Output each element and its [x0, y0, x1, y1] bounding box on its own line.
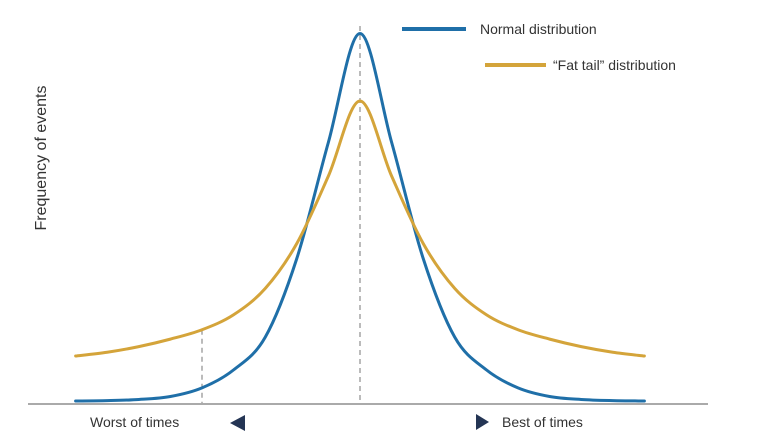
y-axis-label: Frequency of events — [33, 86, 50, 231]
right-arrow-icon — [476, 414, 489, 430]
legend-label-normal: Normal distribution — [480, 21, 597, 37]
legend: Normal distribution “Fat tail” distribut… — [402, 21, 676, 73]
left-arrow-icon — [230, 415, 245, 431]
legend-label-fat-tail: “Fat tail” distribution — [553, 57, 676, 73]
best-of-times-label: Best of times — [502, 414, 583, 430]
worst-of-times-label: Worst of times — [90, 414, 179, 430]
y-axis-label-group: Frequency of events — [33, 86, 50, 231]
series-line-fat-tail — [74, 99, 646, 358]
series-layer — [74, 31, 646, 403]
series-line-normal — [74, 31, 646, 403]
x-axis-extremes: Worst of times Best of times — [90, 414, 583, 431]
reference-lines — [201, 26, 361, 403]
